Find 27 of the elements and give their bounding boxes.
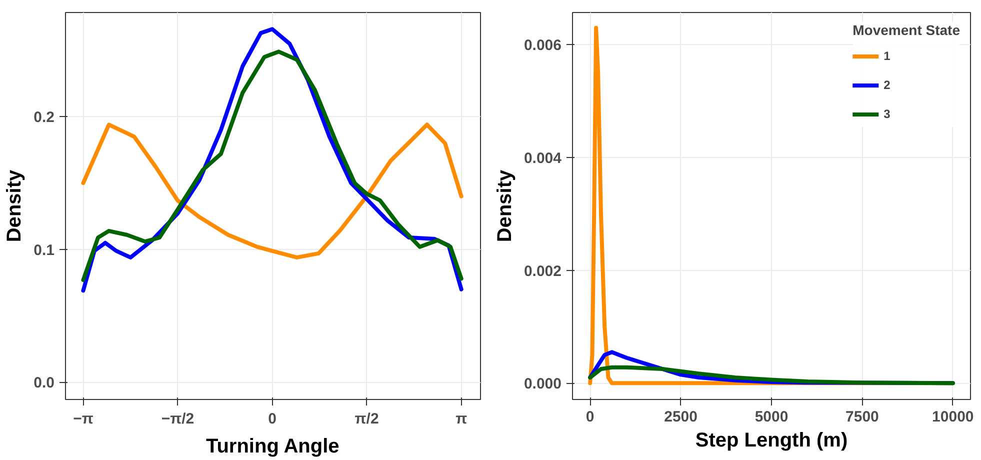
- x-tick-label: 5000: [754, 408, 788, 426]
- legend-label: 2: [884, 78, 892, 92]
- x-tick-label: 0: [586, 408, 594, 426]
- x-tick-label: 10000: [932, 408, 974, 426]
- x-tick-label: π: [456, 410, 468, 428]
- legend-label: 3: [884, 107, 892, 121]
- y-tick-label: 0.1: [34, 242, 55, 259]
- y-tick-label: 0.002: [524, 262, 562, 280]
- y-axis-title: Density: [4, 169, 26, 242]
- x-tick-label: 0: [268, 410, 276, 428]
- y-tick-label: 0.2: [34, 109, 55, 126]
- y-tick-label: 0.000: [524, 376, 562, 393]
- x-tick-label: −π: [73, 410, 94, 428]
- x-tick-label: 7500: [846, 408, 879, 426]
- x-tick-label: π/2: [354, 410, 379, 428]
- y-axis-title: Density: [494, 169, 516, 242]
- y-tick-label: 0.004: [524, 150, 562, 167]
- x-axis-title: Turning Angle: [206, 436, 340, 458]
- legend-title: Movement State: [852, 22, 960, 38]
- y-tick-label: 0.0: [34, 374, 55, 392]
- legend-label: 1: [884, 49, 892, 63]
- x-tick-label: −π/2: [161, 410, 194, 428]
- y-tick-label: 0.006: [524, 37, 562, 54]
- line-series: [81, 122, 464, 260]
- x-tick-label: 2500: [664, 408, 698, 426]
- x-axis-title: Step Length (m): [695, 430, 848, 452]
- line-series: [588, 365, 955, 386]
